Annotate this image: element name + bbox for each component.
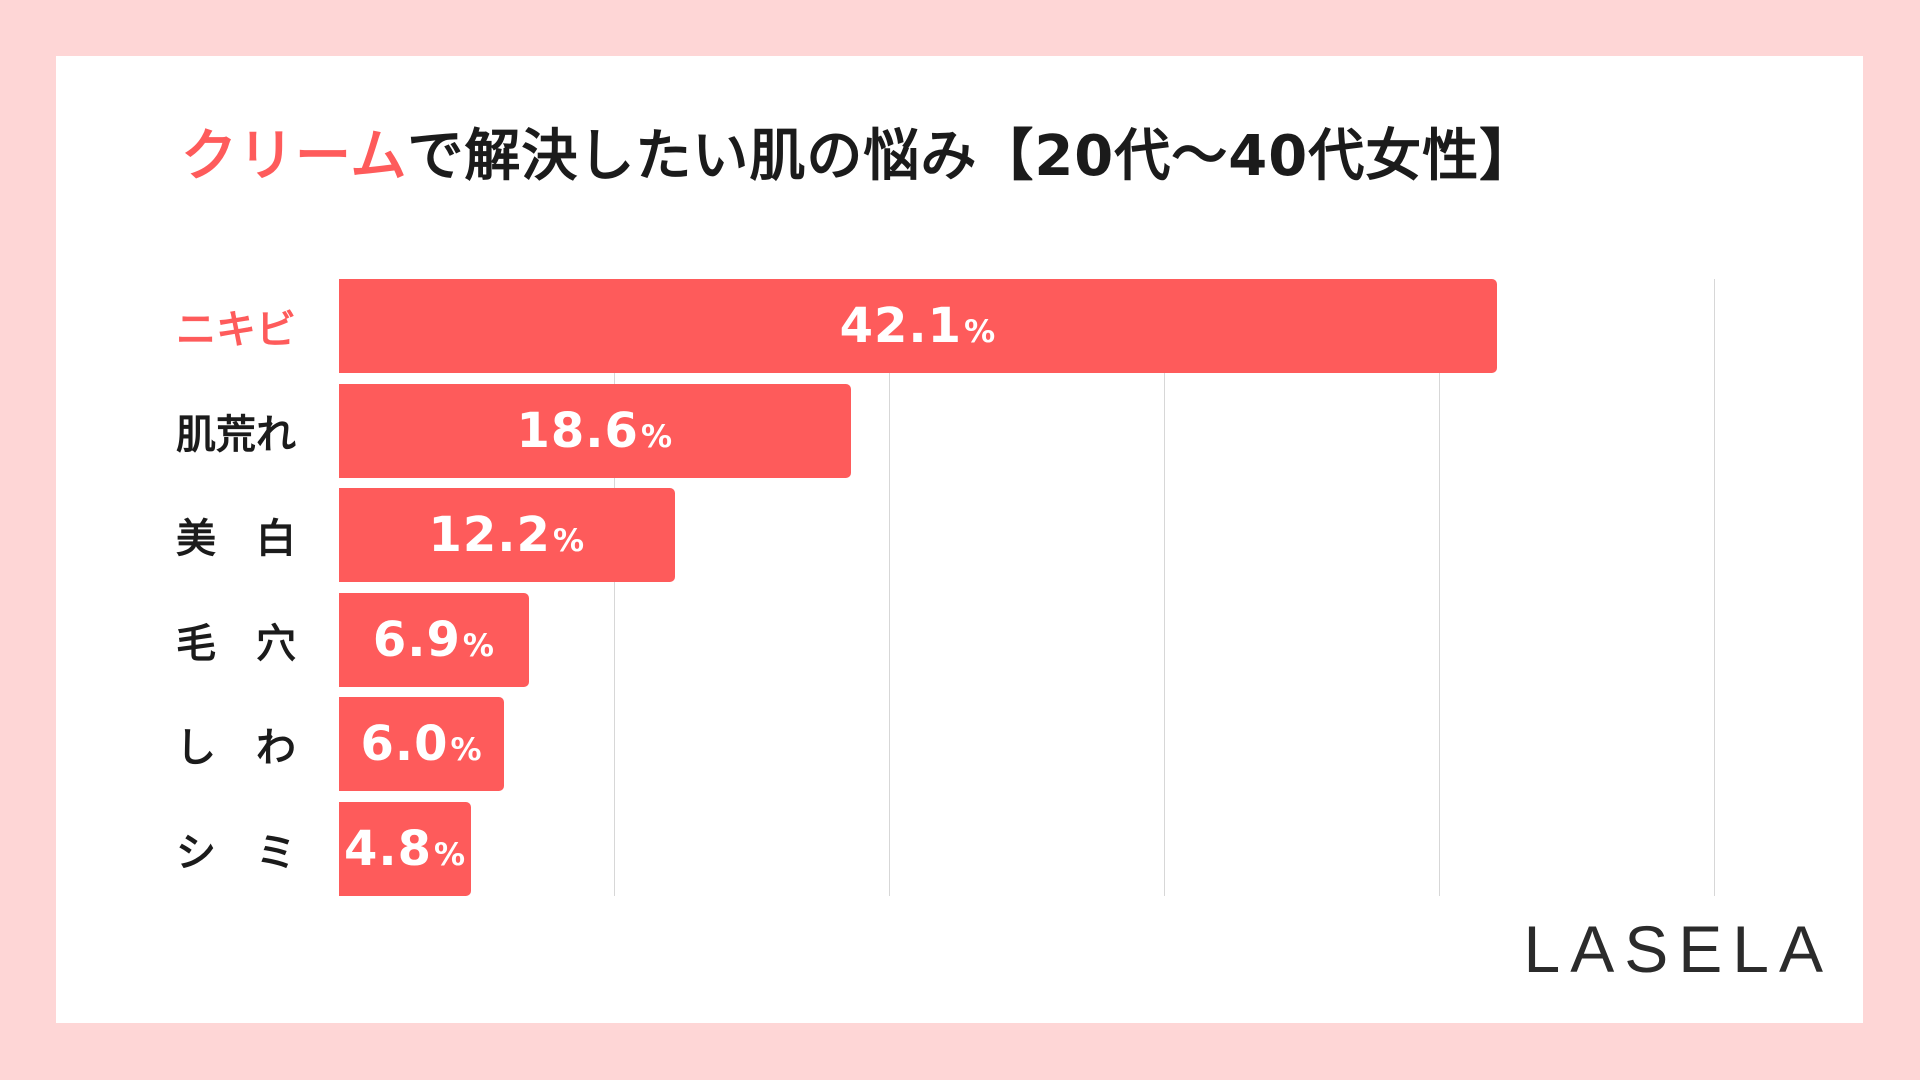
category-label: 美 白 [176,516,296,562]
data-label-unit: % [433,836,467,873]
data-label-value: 6.9 [372,611,461,668]
category-label: シ ミ [176,829,296,876]
bar: 6.9% [339,592,529,687]
chart-card: クリームで解決したい肌の悩み【20代〜40代女性】 ニキビ 42.1% 肌荒れ 18.… [56,56,1863,1023]
data-label-unit: % [450,732,483,768]
data-label: 6.9% [373,612,495,668]
grid-line [1439,279,1440,896]
data-label-unit: % [552,523,585,559]
chart-title-accent: クリーム [181,124,408,189]
data-label-unit: % [640,418,673,455]
data-label-unit: % [462,627,495,664]
bar: 6.0% [339,697,504,791]
category-label: 毛 穴 [176,620,296,667]
data-label: 12.2% [429,507,586,563]
data-label-value: 4.8 [343,820,432,877]
category-label: し わ [176,725,296,771]
bar: 18.6% [339,383,851,478]
data-label: 4.8% [344,821,466,877]
chart-title-rest: で解決したい肌の悩み【20代〜40代女性】 [407,124,1537,189]
grid-line [889,279,890,896]
category-label: ニキビ [176,307,296,353]
chart-title: クリームで解決したい肌の悩み【20代〜40代女性】 [181,111,1536,192]
data-label: 6.0% [360,716,482,772]
data-label: 18.6% [517,403,674,459]
grid-line [1164,279,1165,896]
data-label-value: 42.1 [839,298,963,354]
bar: 4.8% [339,801,471,896]
grid-line [614,279,615,896]
category-label: 肌荒れ [176,411,296,458]
grid-line [1714,279,1715,896]
data-label-value: 6.0 [360,716,449,772]
data-label-value: 12.2 [428,507,551,563]
data-label-unit: % [964,314,997,350]
brand-logo: LASELA [1523,912,1833,986]
data-label-value: 18.6 [516,402,639,459]
bar: 42.1% [339,279,1497,373]
data-label: 42.1% [840,298,997,354]
bar: 12.2% [339,488,675,582]
